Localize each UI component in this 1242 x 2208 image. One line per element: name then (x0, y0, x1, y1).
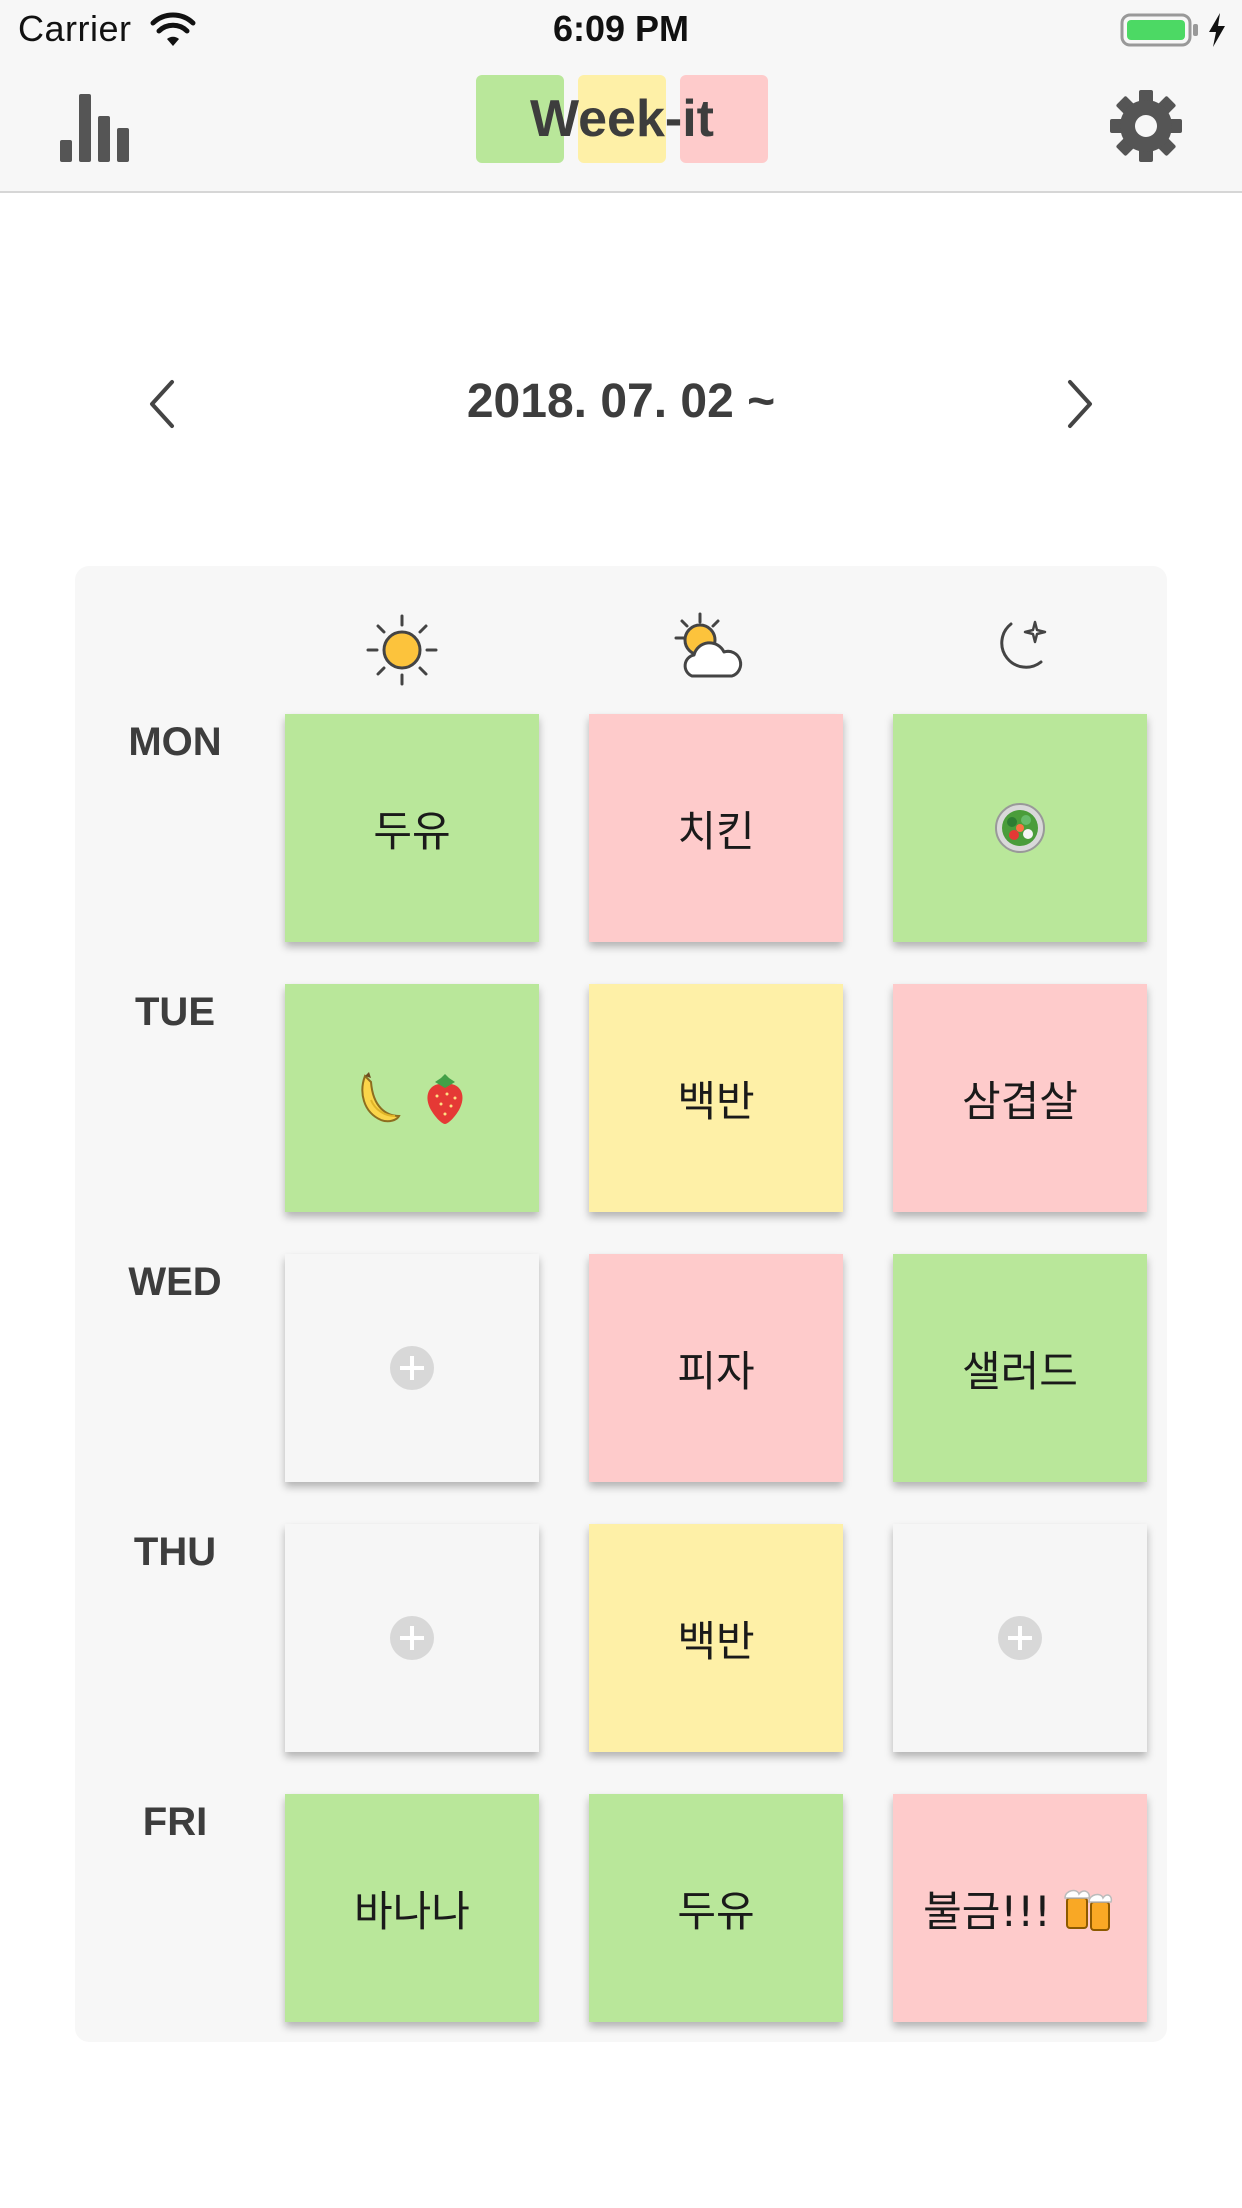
moon-star-icon (1000, 620, 1047, 669)
add-circle-icon (390, 1616, 434, 1660)
meal-text: 치킨 (677, 806, 755, 856)
meal-cell-fri-evening[interactable]: 불금!!! (893, 1794, 1147, 2022)
meal-cell-fri-morning[interactable]: 바나나 (285, 1794, 539, 2022)
meal-cell-wed-afternoon[interactable]: 피자 (589, 1254, 843, 1482)
banana-icon (361, 1072, 401, 1123)
battery-icon (1120, 13, 1198, 47)
meal-cell-wed-evening[interactable]: 샐러드 (893, 1254, 1147, 1482)
sun-cloud-icon (674, 612, 743, 678)
day-label-thu: THU (133, 1530, 217, 1574)
beer-icon (1064, 1889, 1113, 1931)
day-label-fri: FRI (142, 1800, 208, 1844)
app-title: Week-it (530, 90, 714, 148)
meal-text: 샐러드 (962, 1346, 1078, 1396)
chevron-right-icon[interactable] (1062, 378, 1098, 430)
meal-text: 불금!!! (923, 1886, 1051, 1936)
salad-icon (995, 803, 1045, 853)
app-logo: Week-it (476, 75, 768, 163)
meal-text: 삼겹살 (962, 1076, 1078, 1126)
sun-icon (366, 614, 438, 686)
week-range-label: 2018. 07. 02 ~ (466, 375, 776, 428)
meal-cell-tue-evening[interactable]: 삼겹살 (893, 984, 1147, 1212)
logo-yellow-block (578, 75, 666, 163)
strawberry-icon (427, 1074, 463, 1124)
meal-cell-wed-morning[interactable] (285, 1254, 539, 1482)
gear-icon[interactable] (1108, 88, 1184, 164)
meal-text: 두유 (373, 806, 451, 856)
status-time: 6:09 PM (552, 8, 690, 49)
meal-planner-grid: MON 두유 치킨 TUE (75, 566, 1167, 2042)
banana-strawberry-icon (351, 1070, 473, 1126)
day-label-tue: TUE (135, 990, 215, 1034)
day-label-mon: MON (128, 720, 222, 764)
meal-cell-thu-morning[interactable] (285, 1524, 539, 1752)
meal-cell-thu-evening[interactable] (893, 1524, 1147, 1752)
meal-cell-tue-morning[interactable] (285, 984, 539, 1212)
meal-content: 불금!!! (923, 1878, 1117, 1939)
meal-cell-mon-afternoon[interactable]: 치킨 (589, 714, 843, 942)
day-label-wed: WED (128, 1260, 222, 1304)
meal-text: 바나나 (354, 1886, 470, 1936)
meal-text: 백반 (677, 1076, 755, 1126)
carrier-label: Carrier (18, 8, 132, 49)
status-bar: Carrier 6:09 PM (0, 0, 1242, 60)
logo-green-block (476, 75, 564, 163)
meal-text: 두유 (677, 1886, 755, 1936)
meal-cell-thu-afternoon[interactable]: 백반 (589, 1524, 843, 1752)
meal-text: 백반 (677, 1616, 755, 1666)
meal-cell-mon-morning[interactable]: 두유 (285, 714, 539, 942)
nav-bar: Week-it (0, 60, 1242, 193)
logo-red-block (680, 75, 768, 163)
chevron-left-icon[interactable] (144, 378, 180, 430)
meal-cell-tue-afternoon[interactable]: 백반 (589, 984, 843, 1212)
wifi-icon (150, 12, 196, 46)
meal-cell-mon-evening[interactable] (893, 714, 1147, 942)
charging-bolt-icon (1209, 13, 1225, 47)
add-circle-icon (390, 1346, 434, 1390)
bar-chart-icon[interactable] (56, 90, 136, 162)
meal-cell-fri-afternoon[interactable]: 두유 (589, 1794, 843, 2022)
meal-text: 피자 (677, 1346, 755, 1396)
add-circle-icon (998, 1616, 1042, 1660)
